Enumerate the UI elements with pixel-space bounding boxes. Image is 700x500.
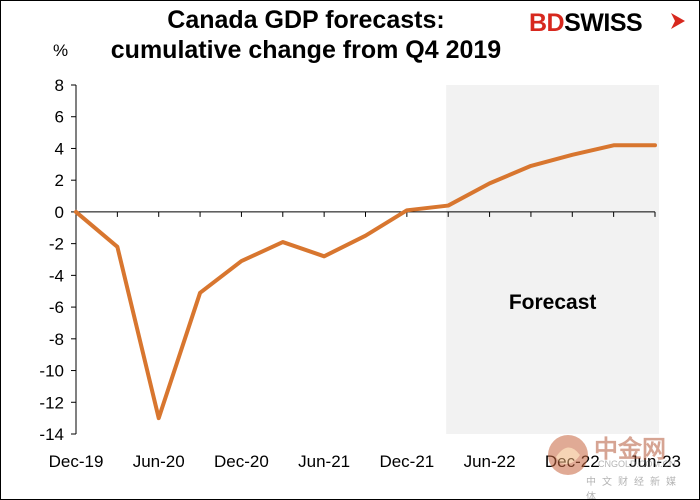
y-tick-label: -12 — [39, 393, 64, 412]
logo-arrow-icon — [671, 13, 685, 29]
y-tick-label: 0 — [55, 203, 64, 222]
y-tick-label: -2 — [49, 235, 64, 254]
logo-text-swiss: SWISS — [564, 9, 643, 37]
y-tick-label: -14 — [39, 425, 64, 444]
watermark-main: 中金网 — [594, 435, 666, 463]
forecast-region — [446, 85, 659, 434]
x-tick-label: Dec-21 — [379, 452, 434, 471]
x-tick-label: Dec-20 — [214, 452, 269, 471]
x-tick-label: Jun-20 — [133, 452, 185, 471]
y-tick-label: 4 — [55, 139, 64, 158]
x-tick-label: Jun-22 — [464, 452, 516, 471]
chart-title: Canada GDP forecasts: cumulative change … — [96, 5, 516, 65]
y-tick-label: -8 — [49, 330, 64, 349]
watermark-sub: 中文财经新媒体 — [586, 477, 682, 500]
forecast-label: Forecast — [509, 291, 597, 314]
x-tick-label: Jun-23 — [629, 452, 681, 471]
logo-text-bd: BD — [529, 9, 565, 37]
y-tick-label: -10 — [39, 362, 64, 381]
y-tick-label: -4 — [49, 266, 64, 285]
chart-title-line-1: Canada GDP forecasts: — [167, 6, 445, 34]
bdswiss-logo: BDSWISS — [529, 9, 685, 38]
y-tick-label: 6 — [55, 108, 64, 127]
x-tick-label: Dec-19 — [49, 452, 104, 471]
watermark-url: CNGOLD.COM.CN — [598, 459, 676, 469]
y-axis-unit: % — [53, 41, 69, 60]
y-tick-label: 8 — [55, 76, 64, 95]
watermark: 中金网 CNGOLD.COM.CN 中文财经新媒体 — [546, 429, 696, 499]
x-tick-label: Jun-21 — [298, 452, 350, 471]
watermark-logo-icon — [548, 435, 588, 475]
y-tick-label: -6 — [49, 298, 64, 317]
y-tick-label: 2 — [55, 171, 64, 190]
chart-title-line-2: cumulative change from Q4 2019 — [110, 36, 502, 64]
